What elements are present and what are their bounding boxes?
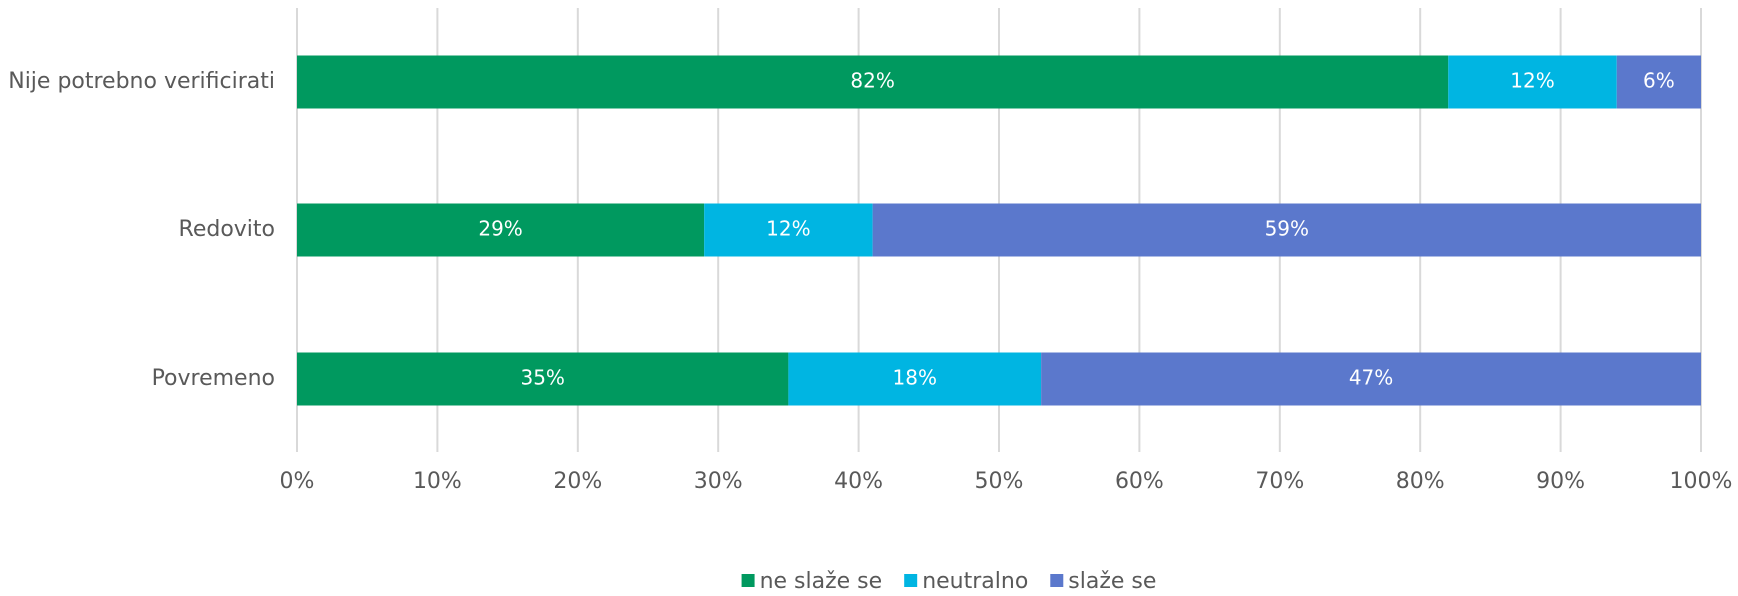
bar-segment xyxy=(1616,55,1701,109)
data-label: 18% xyxy=(893,366,937,390)
bar-segment xyxy=(1041,352,1701,406)
legend-swatch xyxy=(741,574,755,587)
legend-swatch xyxy=(904,574,918,587)
legend-label: ne slaže se xyxy=(760,569,883,594)
bar-segment xyxy=(788,352,1042,406)
bar-segment xyxy=(297,352,789,406)
legend-label: slaže se xyxy=(1068,569,1156,594)
x-tick-label: 70% xyxy=(1255,469,1304,494)
x-tick-label: 60% xyxy=(1115,469,1164,494)
data-label: 47% xyxy=(1349,366,1393,390)
data-label: 12% xyxy=(1510,69,1554,93)
data-label: 12% xyxy=(766,217,810,241)
y-tick-label: Povremeno xyxy=(152,366,275,391)
data-label: 6% xyxy=(1643,69,1675,93)
data-label: 35% xyxy=(520,366,564,390)
legend-label: neutralno xyxy=(922,569,1028,594)
x-tick-label: 30% xyxy=(694,469,743,494)
data-label: 82% xyxy=(850,69,894,93)
bar-segment xyxy=(1448,55,1617,109)
bar-segment xyxy=(297,203,705,257)
y-tick-label: Nije potrebno verificirati xyxy=(8,69,275,94)
x-tick-label: 40% xyxy=(834,469,883,494)
bar-segment xyxy=(297,55,1449,109)
x-tick-label: 50% xyxy=(975,469,1024,494)
bar-segment xyxy=(872,203,1701,257)
data-label: 59% xyxy=(1265,217,1309,241)
y-tick-label: Redovito xyxy=(179,217,275,242)
bar-segment xyxy=(704,203,873,257)
x-tick-label: 0% xyxy=(280,469,315,494)
x-tick-label: 10% xyxy=(413,469,462,494)
data-label: 29% xyxy=(478,217,522,241)
x-tick-label: 90% xyxy=(1536,469,1585,494)
legend-swatch xyxy=(1050,574,1064,587)
x-tick-label: 100% xyxy=(1670,469,1733,494)
x-tick-label: 80% xyxy=(1396,469,1445,494)
x-tick-label: 20% xyxy=(553,469,602,494)
